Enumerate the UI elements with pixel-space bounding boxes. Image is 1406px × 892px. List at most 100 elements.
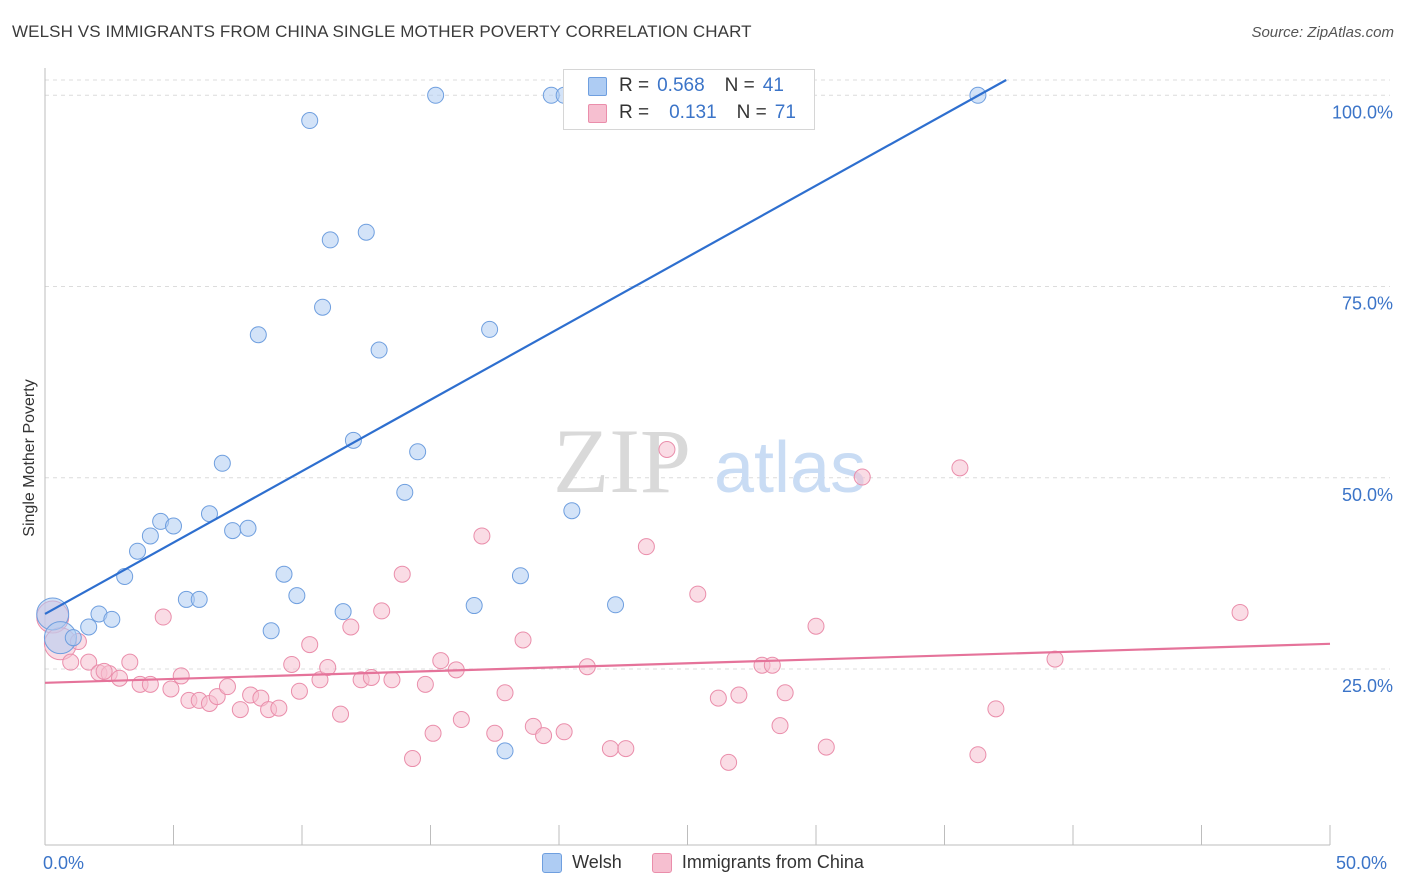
chart-title: WELSH VS IMMIGRANTS FROM CHINA SINGLE MO… <box>12 22 752 41</box>
gridlines <box>45 79 1390 670</box>
welsh-point <box>409 443 427 461</box>
x-tick-label-min: 0.0% <box>43 853 85 873</box>
welsh-point <box>141 527 159 545</box>
china-point <box>514 631 532 649</box>
china-point <box>817 738 835 756</box>
china-point <box>172 667 190 685</box>
china-point <box>383 671 401 689</box>
china-point <box>771 717 789 735</box>
china-point <box>637 538 655 556</box>
china-point <box>270 699 288 717</box>
welsh-point <box>249 326 267 344</box>
china-point <box>987 700 1005 718</box>
china-point <box>218 678 236 696</box>
axes <box>44 68 1331 846</box>
china-n-value: 71 <box>774 102 796 123</box>
china-point <box>311 671 329 689</box>
china-point <box>283 655 301 673</box>
legend-row-welsh: R = 0.568 N = 41 <box>588 74 784 98</box>
china-point <box>301 636 319 654</box>
china-point <box>601 740 619 758</box>
china-point <box>1046 650 1064 668</box>
china-point <box>432 652 450 670</box>
china-point <box>709 689 727 707</box>
china-point <box>111 669 129 687</box>
x-tick-label-max: 50.0% <box>1336 853 1388 873</box>
china-point <box>969 746 987 764</box>
china-n-label: N = <box>736 102 767 123</box>
welsh-point <box>262 622 280 640</box>
china-point <box>689 585 707 603</box>
china-point <box>535 727 553 745</box>
china-point <box>393 565 411 583</box>
watermark-zip: ZIP <box>553 410 691 512</box>
china-point <box>853 468 871 486</box>
china-point <box>231 701 249 719</box>
china-point <box>807 617 825 635</box>
china-point <box>496 684 514 702</box>
china-swatch <box>588 103 607 123</box>
welsh-point <box>563 502 581 520</box>
welsh-point <box>80 618 98 636</box>
welsh-n-label: N = <box>724 75 755 96</box>
china-point <box>617 740 635 758</box>
china-point <box>373 602 391 620</box>
china-point <box>319 659 337 677</box>
china-point <box>424 724 442 742</box>
y-tick-label: 100.0% <box>1332 102 1393 122</box>
welsh-point <box>481 320 499 338</box>
welsh-point <box>314 298 332 316</box>
china-legend-label: Immigrants from China <box>681 852 864 872</box>
welsh-trend-line <box>44 79 1007 615</box>
welsh-point <box>275 565 293 583</box>
welsh-point <box>321 231 339 249</box>
welsh-point <box>64 629 82 647</box>
welsh-point <box>396 483 414 501</box>
china-point <box>1231 603 1249 621</box>
china-point <box>342 618 360 636</box>
china-point <box>95 662 113 680</box>
stats-legend: R = 0.568 N = 41 R = 0.131 N = 71 <box>563 69 815 130</box>
welsh-swatch <box>588 76 607 96</box>
welsh-point <box>496 742 514 760</box>
china-point <box>730 686 748 704</box>
welsh-point <box>129 542 147 560</box>
welsh-n-value: 41 <box>762 75 784 96</box>
welsh-legend-label: Welsh <box>572 852 622 872</box>
welsh-point <box>165 517 182 535</box>
watermark-atlas: atlas <box>714 428 866 508</box>
welsh-point <box>370 341 388 359</box>
china-point <box>62 653 80 671</box>
welsh-point <box>239 519 257 537</box>
welsh-point <box>334 603 352 621</box>
welsh-r-label: R = <box>619 75 650 96</box>
china-point <box>416 675 434 693</box>
welsh-point <box>301 112 319 130</box>
china-point <box>452 711 470 729</box>
china-point <box>154 608 172 626</box>
welsh-point <box>103 610 121 628</box>
china-r-value: 0.131 <box>669 102 717 123</box>
legend-item-china[interactable]: Immigrants from China <box>651 852 864 873</box>
y-tick-labels: 25.0% 50.0% 75.0% 100.0% <box>1332 102 1393 696</box>
china-point <box>404 750 422 768</box>
legend-item-welsh[interactable]: Welsh <box>542 852 622 873</box>
china-point <box>486 724 504 742</box>
china-point <box>473 527 491 545</box>
china-point <box>555 723 573 741</box>
y-tick-label: 75.0% <box>1342 294 1393 314</box>
welsh-point <box>511 567 529 585</box>
welsh-point <box>213 454 231 472</box>
china-point <box>121 653 139 671</box>
y-axis-label: Single Mother Poverty <box>21 379 38 537</box>
china-point <box>332 705 350 723</box>
y-tick-label: 50.0% <box>1342 485 1393 505</box>
china-point <box>776 684 794 702</box>
china-point <box>80 653 98 671</box>
source-label: Source: ZipAtlas.com <box>1251 24 1394 41</box>
y-tick-label: 25.0% <box>1342 676 1393 696</box>
watermark: ZIP atlas <box>553 410 866 512</box>
china-point <box>951 459 969 477</box>
welsh-point <box>465 597 483 615</box>
